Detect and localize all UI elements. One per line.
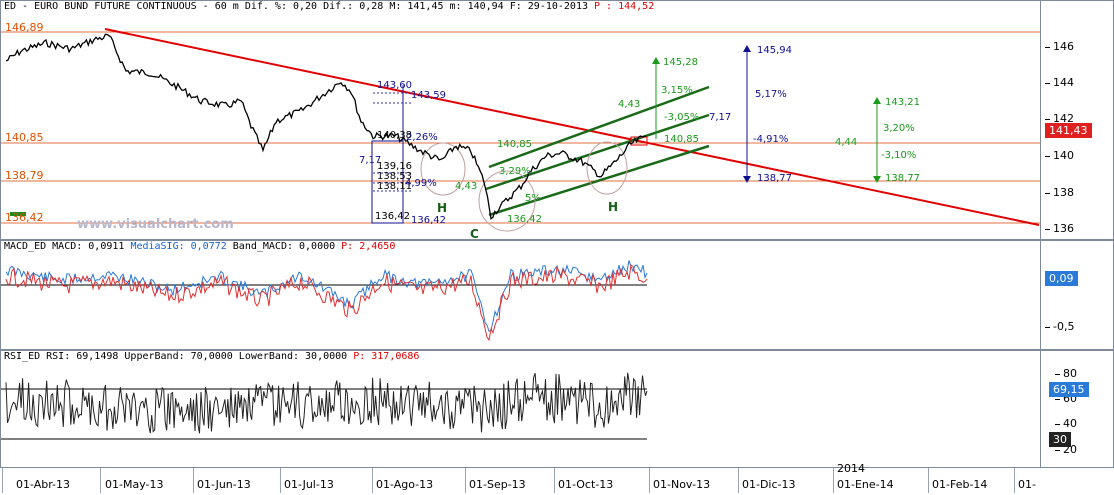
annotation: 4,43 xyxy=(618,99,641,110)
rsi-lower-badge: 30 xyxy=(1049,432,1071,447)
annotation: 139,16 xyxy=(377,161,412,172)
date-label: 01-Jul-13 xyxy=(284,478,334,491)
price-chart[interactable] xyxy=(1,1,1043,241)
y-tick: 146 xyxy=(1045,40,1074,53)
pattern-label-h: H xyxy=(437,201,448,215)
annotation: 7,17 xyxy=(709,112,732,123)
pattern-ellipse-c xyxy=(478,170,536,232)
rsi-line xyxy=(5,372,648,434)
macd-badge: 0,09 xyxy=(1045,271,1078,286)
date-label: 01-Ene-14 xyxy=(837,478,894,491)
annotation: 138,11 xyxy=(377,181,412,192)
watermark: www.visualchart.com xyxy=(77,217,234,232)
date-label: 01- xyxy=(1018,478,1036,491)
date-label: 01-Ago-13 xyxy=(376,478,434,491)
pattern-label-h: H xyxy=(608,200,619,214)
annotation: 138,77 xyxy=(757,173,792,184)
macd-chart[interactable] xyxy=(1,241,1043,351)
price-title: ED - EURO BUND FUTURE CONTINUOUS - 60 m … xyxy=(4,1,655,12)
annotation: 3,20% xyxy=(883,123,915,134)
pattern-label-c: C xyxy=(470,227,479,241)
channel-upper xyxy=(488,85,710,169)
level-label: 146,89 xyxy=(5,21,44,34)
trendline xyxy=(104,28,1040,226)
annotation: 143,60 xyxy=(377,80,412,91)
annotation: 5% xyxy=(525,193,541,204)
annotation: 140,85 xyxy=(497,139,532,150)
macd-panel[interactable]: MACD_ED MACD: 0,0911 MediaSIG: 0,0772 Ba… xyxy=(0,240,1114,350)
date-label: 01-Nov-13 xyxy=(653,478,711,491)
y-tick: 80 xyxy=(1055,367,1077,380)
macd-line xyxy=(5,264,648,342)
annotation: 140,85 xyxy=(664,134,699,145)
annotation: 136,42 xyxy=(411,215,446,226)
annotation: 4,44 xyxy=(835,137,858,148)
y-tick: 144 xyxy=(1045,76,1074,89)
level-label: 136,42 xyxy=(5,211,44,224)
rsi-chart[interactable] xyxy=(1,351,1043,469)
date-label: 01-Dic-13 xyxy=(742,478,796,491)
rsi-badge: 69,15 xyxy=(1049,382,1089,397)
macd-signal-line xyxy=(5,260,648,332)
year-label: 2014 xyxy=(837,462,865,475)
y-tick: 142 xyxy=(1045,112,1074,125)
pattern-ellipse-h2 xyxy=(586,141,628,195)
annotation: 2,26% xyxy=(406,132,438,143)
annotation: 143,21 xyxy=(885,97,920,108)
annotation: 3,15% xyxy=(661,85,693,96)
annotation: 138,53 xyxy=(377,171,412,182)
legend-swatch xyxy=(10,212,26,216)
date-label: 01-May-13 xyxy=(105,478,164,491)
y-tick: 136 xyxy=(1045,222,1074,235)
date-label: 01-Feb-14 xyxy=(932,478,988,491)
annotation: -3,05% xyxy=(664,112,700,123)
channel-lower xyxy=(488,144,710,217)
current-price-badge: 141,43 xyxy=(1045,123,1092,138)
channel-mid xyxy=(485,113,710,191)
rsi-panel[interactable]: RSI_ED RSI: 69,1498 UpperBand: 70,0000 L… xyxy=(0,350,1114,468)
date-label: 01-Oct-13 xyxy=(558,478,614,491)
y-tick: -0,5 xyxy=(1044,320,1075,333)
date-label: 01-Abr-13 xyxy=(16,478,71,491)
annotation: 7,17 xyxy=(359,155,382,166)
date-label: 01-Sep-13 xyxy=(469,478,526,491)
y-tick: 140 xyxy=(1045,149,1074,162)
annotation: 3,29% xyxy=(499,166,531,177)
price-line xyxy=(5,33,647,220)
annotation: 136,42 xyxy=(375,211,410,222)
y-tick: 40 xyxy=(1055,417,1077,430)
price-panel[interactable]: ED - EURO BUND FUTURE CONTINUOUS - 60 m … xyxy=(0,0,1114,241)
y-tick: 138 xyxy=(1045,186,1074,199)
date-axis[interactable]: 2014 01-Abr-13 01-May-13 01-Jun-13 01-Ju… xyxy=(0,462,1114,495)
annotation: -3,10% xyxy=(881,150,917,161)
annotation: 136,42 xyxy=(507,214,542,225)
level-label: 138,79 xyxy=(5,169,44,182)
level-label: 140,85 xyxy=(5,131,44,144)
annotation: 4,99% xyxy=(405,178,437,189)
price-axis[interactable]: 146 144 142 140 138 136 141,43 xyxy=(1040,1,1113,239)
annotation: 140,38 xyxy=(377,130,412,141)
annotation: 145,94 xyxy=(757,45,792,56)
annotation: 5,17% xyxy=(755,89,787,100)
annotation: 143,59 xyxy=(411,90,446,101)
pattern-ellipse-h1 xyxy=(420,142,466,196)
macd-title: MACD_ED MACD: 0,0911 MediaSIG: 0,0772 Ba… xyxy=(4,241,396,252)
annotation: -4,91% xyxy=(753,134,789,145)
macd-axis[interactable]: 0,09 -0,5 xyxy=(1040,241,1113,349)
rsi-axis[interactable]: 80 60 40 20 69,15 30 xyxy=(1040,351,1113,467)
rsi-title: RSI_ED RSI: 69,1498 UpperBand: 70,0000 L… xyxy=(4,351,420,362)
annotation: 4,43 xyxy=(455,181,478,192)
date-label: 01-Jun-13 xyxy=(197,478,251,491)
annotation: 145,28 xyxy=(663,57,698,68)
annotation: 138,77 xyxy=(885,173,920,184)
